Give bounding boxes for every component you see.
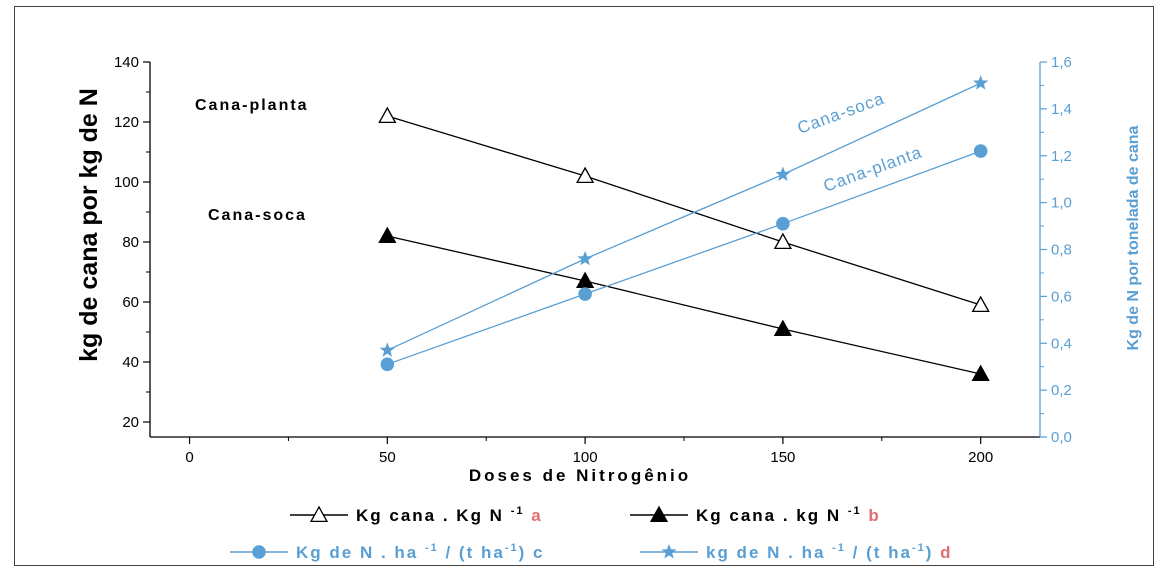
series-2-point [773,319,792,337]
y-left-tick-label: 20 [122,414,139,431]
axes: 20 40 60 80 100 120 140 0,0 0,2 0,4 0,6 0,8 1,0 1,2 1,… [114,54,1072,466]
series-2-point [971,364,990,382]
y-right-tick-label: 0,2 [1051,382,1072,399]
legend-text-part: Kg cana . kg N [696,506,848,525]
y-right-tick-label: 0,0 [1051,429,1072,446]
legend-text-part: ) [926,543,940,562]
series-3-point [578,287,592,301]
series-1-point [378,106,397,124]
y-left-tick-label: 80 [122,234,139,251]
annotation-cana-soca-black: Cana-soca [208,207,307,224]
y-right-tick-label: 1,6 [1051,54,1072,71]
x-axis-title: Doses de Nitrogênio [469,466,691,485]
legend: Kg cana . Kg N -1 a Kg cana . kg N -1 bKg… [230,505,953,562]
series-3-point [380,357,395,372]
legend-3-marker [252,545,266,559]
series-4-point [775,166,791,181]
legend-text-part: / (t ha [439,543,505,562]
y-right-tick-label: 1,0 [1051,195,1072,212]
series-3-point [776,216,790,231]
legend-text-part: -1 [912,542,926,554]
legend-1-label: Kg cana . Kg N -1 a [356,505,543,525]
annotation-cana-soca-blue: Cana-soca [795,89,887,138]
legend-text-part: -1 [511,505,525,517]
legend-4-label: kg de N . ha -1 / (t ha-1) d [706,542,953,562]
series-4-point [379,342,395,357]
legend-text-part: ) c [519,543,545,562]
y-left-tick-label: 40 [122,354,139,371]
y-left-tick-label: 60 [122,294,139,311]
legend-letter: b [862,506,881,525]
y-right-tick-label: 0,8 [1051,242,1072,259]
legend-text-part: -1 [848,505,862,517]
x-tick-label: 150 [770,449,795,466]
series-2-line [387,235,981,375]
series-layer [378,75,990,382]
legend-text-part: -1 [425,542,439,554]
legend-4-marker [661,544,677,559]
legend-text-part: / (t ha [846,543,912,562]
series-1-point [576,166,595,184]
legend-2-label: Kg cana . kg N -1 b [696,505,881,525]
series-1-line [387,115,981,306]
legend-text-part: -1 [832,542,846,554]
legend-text-part: kg de N . ha [706,543,832,562]
series-1-point [971,295,990,313]
legend-letter: a [524,506,542,525]
legend-text-part: d [940,543,952,562]
legend-text-part: Kg de N . ha [296,543,425,562]
x-tick-label: 0 [185,449,193,466]
chart-frame [14,6,1154,566]
series-2-point [378,226,397,244]
x-tick-label: 200 [968,449,993,466]
y-right-tick-label: 0,4 [1051,335,1072,352]
series-1-point [773,232,792,250]
y-right-tick-label: 1,4 [1051,101,1072,118]
legend-text-part: Kg cana . Kg N [356,506,511,525]
x-tick-label: 50 [379,449,396,466]
y-right-tick-label: 1,2 [1051,148,1072,165]
legend-text-part: -1 [505,542,519,554]
series-3-line [387,150,981,365]
series-4-point [973,75,989,90]
x-tick-label: 100 [573,449,598,466]
y-left-tick-label: 100 [114,174,139,191]
series-4-line [387,82,981,351]
legend-3-label: Kg de N . ha -1 / (t ha-1) c [296,542,544,562]
legend-1-marker [309,505,329,523]
y-axis-right-title: Kg de N por tonelada de cana [1125,125,1142,350]
y-left-tick-label: 140 [114,54,139,71]
y-axis-left-title: kg de cana por kg de N [75,88,103,362]
annotation-cana-planta-black: Cana-planta [195,97,309,114]
y-left-tick-label: 120 [114,114,139,131]
series-4-point [577,250,593,266]
y-right-tick-label: 0,6 [1051,288,1072,305]
legend-2-marker [649,505,669,523]
series-3-point [973,144,988,158]
